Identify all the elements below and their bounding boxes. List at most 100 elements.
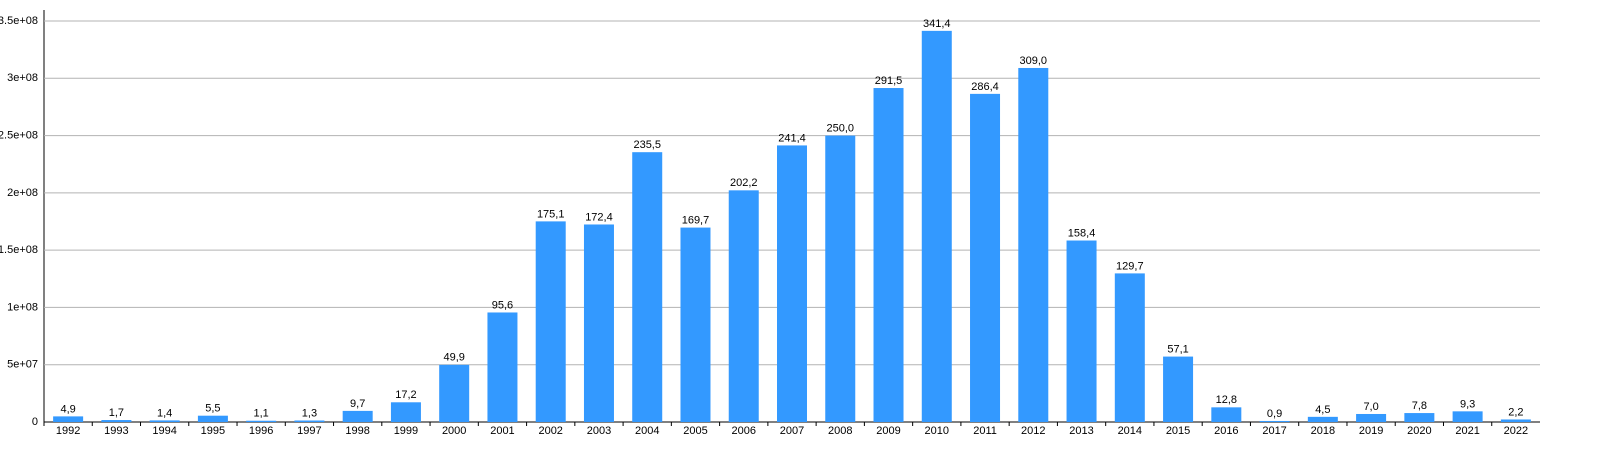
- value-label: 169,7: [682, 214, 710, 226]
- value-label: 7,0: [1363, 401, 1378, 413]
- x-tick-label: 1998: [345, 425, 369, 437]
- x-tick-label: 1997: [297, 425, 321, 437]
- x-tick-label: 2012: [1021, 425, 1045, 437]
- bar: [439, 364, 470, 422]
- value-label: 241,4: [778, 132, 806, 144]
- x-tick-label: 2010: [925, 425, 949, 437]
- value-label: 7,8: [1412, 400, 1427, 412]
- value-label: 1,1: [254, 408, 269, 420]
- x-tick-label: 2016: [1214, 425, 1238, 437]
- value-label: 17,2: [395, 389, 416, 401]
- y-tick-label: 2e+08: [7, 187, 38, 199]
- x-tick-label: 2020: [1407, 425, 1431, 437]
- x-tick-label: 2003: [587, 425, 611, 437]
- value-label: 341,4: [923, 18, 951, 30]
- y-tick-label: 1.5e+08: [0, 244, 38, 256]
- value-label: 202,2: [730, 177, 758, 189]
- bar: [1211, 407, 1242, 422]
- bar: [1307, 416, 1338, 422]
- bar: [825, 135, 856, 423]
- bar: [487, 312, 518, 422]
- bar: [1163, 356, 1194, 422]
- bar: [970, 93, 1001, 422]
- value-label: 49,9: [443, 352, 464, 364]
- bar: [1452, 411, 1483, 422]
- bar: [1356, 413, 1387, 422]
- value-label: 95,6: [492, 299, 513, 311]
- value-label: 2,2: [1508, 406, 1523, 418]
- value-label: 286,4: [971, 81, 999, 93]
- bar: [728, 190, 759, 422]
- x-tick-label: 1992: [56, 425, 80, 437]
- value-label: 4,5: [1315, 404, 1330, 416]
- x-tick-label: 2021: [1455, 425, 1479, 437]
- bar: [53, 416, 84, 422]
- bar: [342, 410, 373, 422]
- bar: [246, 420, 277, 422]
- value-label: 9,7: [350, 398, 365, 410]
- x-tick-label: 2022: [1504, 425, 1528, 437]
- bar: [632, 152, 663, 423]
- x-tick-label: 2001: [490, 425, 514, 437]
- y-tick-label: 1e+08: [7, 301, 38, 313]
- bar: [197, 415, 228, 422]
- x-tick-label: 2005: [683, 425, 707, 437]
- x-tick-label: 2008: [828, 425, 852, 437]
- x-tick-label: 2015: [1166, 425, 1190, 437]
- x-tick-label: 2007: [780, 425, 804, 437]
- x-tick-label: 2004: [635, 425, 659, 437]
- bar: [1114, 273, 1145, 422]
- bar: [535, 221, 566, 422]
- y-tick-label: 0: [32, 416, 38, 428]
- bar: [390, 402, 421, 422]
- value-label: 175,1: [537, 208, 565, 220]
- value-label: 12,8: [1216, 394, 1237, 406]
- bar: [1018, 67, 1049, 422]
- x-tick-label: 2002: [538, 425, 562, 437]
- x-tick-label: 1995: [201, 425, 225, 437]
- value-label: 1,7: [109, 407, 124, 419]
- value-label: 235,5: [633, 139, 661, 151]
- bar: [149, 420, 180, 422]
- bar: [1259, 420, 1290, 422]
- value-label: 129,7: [1116, 260, 1144, 272]
- value-label: 0,9: [1267, 408, 1282, 420]
- bar: [873, 88, 904, 422]
- x-tick-label: 2011: [973, 425, 997, 437]
- x-tick-label: 2000: [442, 425, 466, 437]
- x-tick-label: 1993: [104, 425, 128, 437]
- value-label: 57,1: [1167, 343, 1188, 355]
- bar: [294, 420, 325, 422]
- x-tick-label: 1994: [152, 425, 176, 437]
- value-label: 158,4: [1068, 227, 1096, 239]
- value-label: 5,5: [205, 403, 220, 415]
- value-label: 9,3: [1460, 398, 1475, 410]
- value-label: 309,0: [1020, 55, 1048, 67]
- x-tick-label: 1996: [249, 425, 273, 437]
- y-tick-label: 5e+07: [7, 359, 38, 371]
- x-tick-label: 1999: [394, 425, 418, 437]
- x-tick-label: 2009: [876, 425, 900, 437]
- bar: [1404, 413, 1435, 422]
- x-tick-label: 2017: [1262, 425, 1286, 437]
- bar: [680, 227, 711, 422]
- value-label: 172,4: [585, 211, 613, 223]
- y-tick-label: 2.5e+08: [0, 129, 38, 141]
- bar: [921, 30, 952, 422]
- value-label: 291,5: [875, 75, 903, 87]
- value-label: 1,4: [157, 407, 172, 419]
- x-tick-label: 2013: [1069, 425, 1093, 437]
- bar: [1500, 419, 1531, 422]
- bar: [583, 224, 614, 422]
- bar: [101, 420, 132, 422]
- y-tick-label: 3e+08: [7, 72, 38, 84]
- value-label: 4,9: [60, 403, 75, 415]
- y-tick-label: 3.5e+08: [0, 15, 38, 27]
- bar: [777, 145, 807, 423]
- x-tick-label: 2014: [1118, 425, 1142, 437]
- value-label: 1,3: [302, 407, 317, 419]
- x-tick-label: 2006: [731, 425, 755, 437]
- bar: [1066, 240, 1097, 422]
- x-tick-label: 2019: [1359, 425, 1383, 437]
